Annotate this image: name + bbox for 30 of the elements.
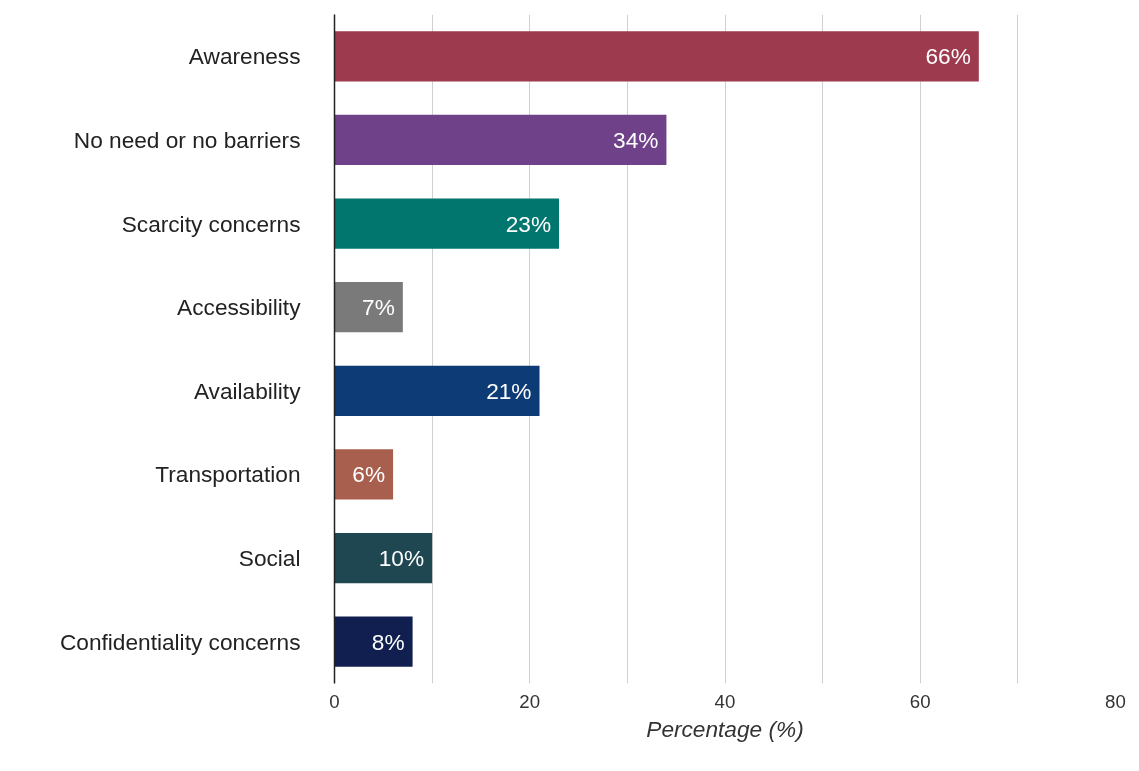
x-tick-label: 60 — [909, 690, 931, 712]
data-label: 6% — [352, 461, 386, 488]
data-label: 8% — [371, 628, 405, 655]
y-tick-label: Scarcity concerns — [121, 210, 301, 237]
bar — [334, 114, 667, 166]
bar — [334, 31, 979, 82]
x-tick-label: 0 — [329, 690, 340, 712]
y-tick-label: Accessibility — [177, 294, 302, 321]
y-tick-label: Awareness — [188, 43, 301, 70]
data-label: 7% — [362, 294, 395, 321]
y-tick-label: No need or no barriers — [73, 126, 301, 153]
data-label: 34% — [613, 126, 659, 153]
data-label: 23% — [505, 210, 552, 237]
data-label: 10% — [378, 545, 425, 572]
bar — [334, 198, 560, 249]
data-label: 21% — [486, 377, 532, 404]
x-axis-title: Percentage (%) — [646, 715, 804, 742]
bar — [334, 532, 433, 584]
y-tick-label: Confidentiality concerns — [59, 628, 301, 655]
y-tick-label: Availability — [193, 377, 302, 404]
x-tick-label: 20 — [519, 690, 541, 712]
y-tick-label: Social — [238, 545, 301, 572]
bar — [334, 365, 540, 416]
y-tick-label: Transportation — [155, 461, 301, 488]
data-label: 66% — [925, 43, 971, 70]
bar — [334, 282, 403, 333]
bar — [334, 616, 413, 667]
x-tick-label: 80 — [1105, 690, 1126, 712]
bar — [334, 449, 394, 500]
x-tick-label: 40 — [714, 690, 736, 712]
